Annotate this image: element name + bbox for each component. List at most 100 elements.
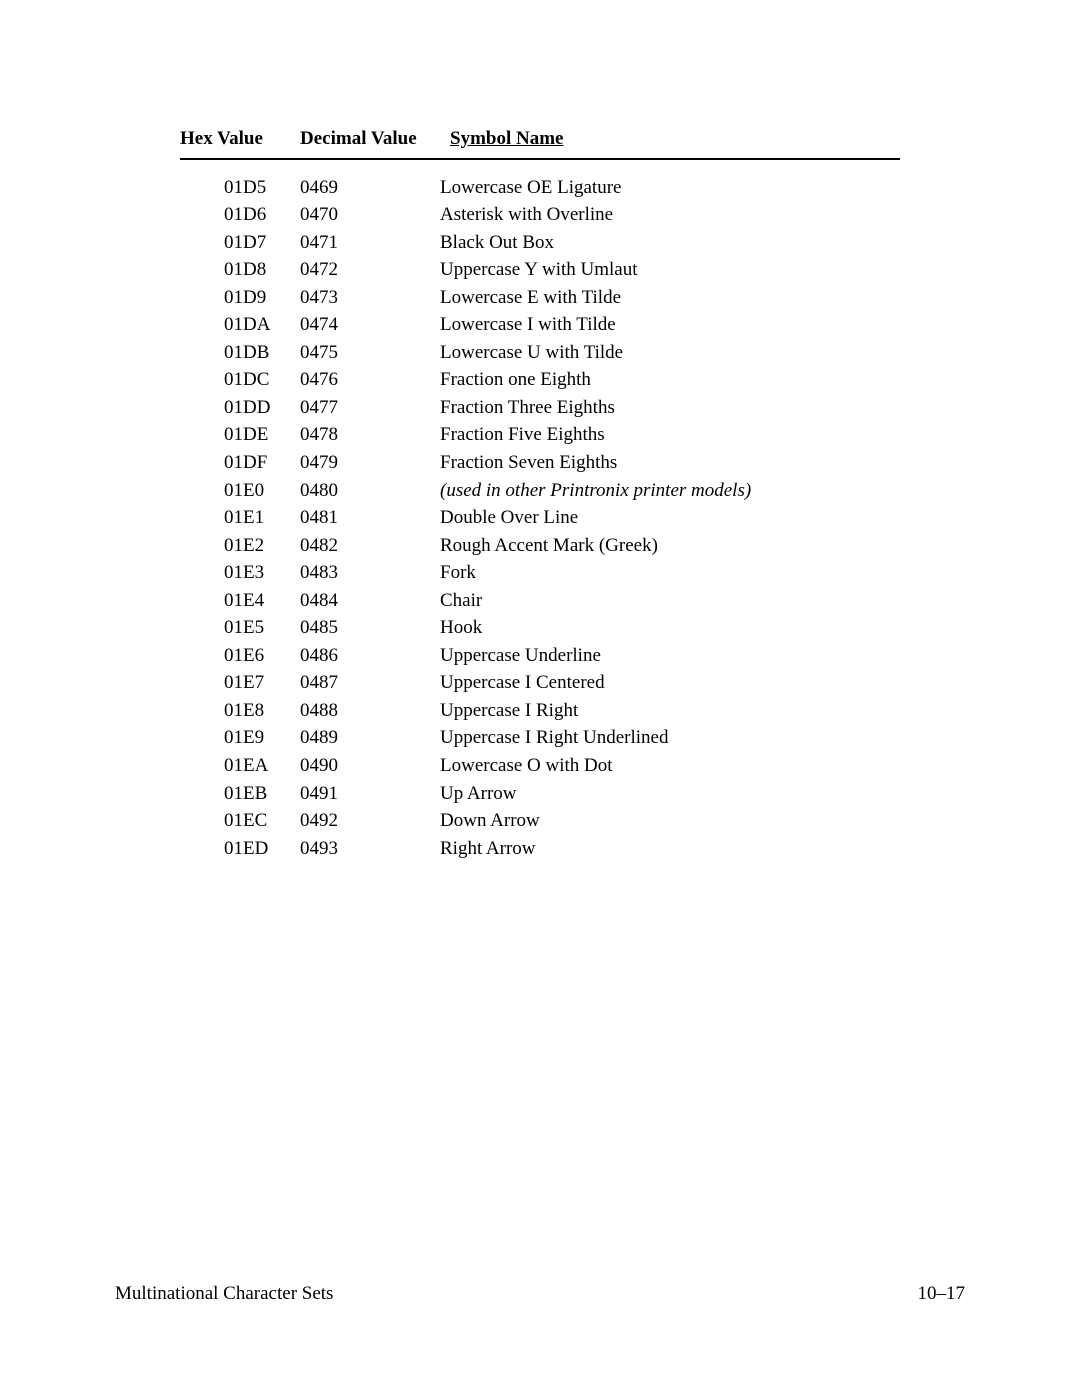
cell-hex-value: 01E1	[180, 504, 300, 532]
cell-symbol-name: Black Out Box	[435, 229, 900, 257]
cell-decimal-value: 0473	[300, 284, 435, 312]
table-row: 01EB0491Up Arrow	[180, 780, 900, 808]
cell-symbol-name: Fraction Three Eighths	[435, 394, 900, 422]
cell-hex-value: 01E4	[180, 587, 300, 615]
cell-decimal-value: 0492	[300, 807, 435, 835]
cell-decimal-value: 0481	[300, 504, 435, 532]
cell-symbol-name: Lowercase I with Tilde	[435, 311, 900, 339]
page-footer: Multinational Character Sets 10–17	[115, 1283, 965, 1305]
cell-symbol-name: Asterisk with Overline	[435, 201, 900, 229]
table-row: 01DE0478Fraction Five Eighths	[180, 421, 900, 449]
cell-decimal-value: 0488	[300, 697, 435, 725]
cell-symbol-name: Lowercase E with Tilde	[435, 284, 900, 312]
cell-symbol-name: Rough Accent Mark (Greek)	[435, 532, 900, 560]
table-row: 01DD0477Fraction Three Eighths	[180, 394, 900, 422]
table-row: 01E00480(used in other Printronix printe…	[180, 477, 900, 505]
cell-decimal-value: 0471	[300, 229, 435, 257]
cell-hex-value: 01E7	[180, 669, 300, 697]
cell-symbol-name: Double Over Line	[435, 504, 900, 532]
cell-hex-value: 01E6	[180, 642, 300, 670]
cell-hex-value: 01DA	[180, 311, 300, 339]
table-row: 01E80488Uppercase I Right	[180, 697, 900, 725]
cell-hex-value: 01EC	[180, 807, 300, 835]
cell-hex-value: 01EA	[180, 752, 300, 780]
table-row: 01D80472Uppercase Y with Umlaut	[180, 256, 900, 284]
character-table: Hex Value Decimal Value Symbol Name 01D5…	[180, 125, 900, 862]
table-row: 01DF0479Fraction Seven Eighths	[180, 449, 900, 477]
cell-hex-value: 01DC	[180, 366, 300, 394]
cell-symbol-name: Uppercase I Right	[435, 697, 900, 725]
cell-decimal-value: 0491	[300, 780, 435, 808]
table-row: 01DC0476Fraction one Eighth	[180, 366, 900, 394]
cell-decimal-value: 0470	[300, 201, 435, 229]
cell-decimal-value: 0478	[300, 421, 435, 449]
cell-hex-value: 01D7	[180, 229, 300, 257]
table-row: 01E60486Uppercase Underline	[180, 642, 900, 670]
table-row: 01D60470Asterisk with Overline	[180, 201, 900, 229]
table-header-row: Hex Value Decimal Value Symbol Name	[180, 125, 900, 160]
table-row: 01E70487Uppercase I Centered	[180, 669, 900, 697]
cell-symbol-name: Fraction one Eighth	[435, 366, 900, 394]
table-row: 01E50485Hook	[180, 614, 900, 642]
cell-hex-value: 01DB	[180, 339, 300, 367]
cell-symbol-name: Uppercase I Centered	[435, 669, 900, 697]
cell-symbol-name: Up Arrow	[435, 780, 900, 808]
table-body: 01D50469Lowercase OE Ligature01D60470Ast…	[180, 174, 900, 863]
table-row: 01EA0490Lowercase O with Dot	[180, 752, 900, 780]
table-row: 01DB0475Lowercase U with Tilde	[180, 339, 900, 367]
cell-decimal-value: 0493	[300, 835, 435, 863]
table-row: 01E10481Double Over Line	[180, 504, 900, 532]
cell-hex-value: 01D5	[180, 174, 300, 202]
table-row: 01ED0493Right Arrow	[180, 835, 900, 863]
cell-symbol-name: (used in other Printronix printer models…	[435, 477, 900, 505]
cell-hex-value: 01E8	[180, 697, 300, 725]
cell-hex-value: 01E0	[180, 477, 300, 505]
cell-hex-value: 01DD	[180, 394, 300, 422]
cell-symbol-name: Down Arrow	[435, 807, 900, 835]
cell-decimal-value: 0483	[300, 559, 435, 587]
cell-decimal-value: 0487	[300, 669, 435, 697]
table-row: 01E40484Chair	[180, 587, 900, 615]
table-row: 01D50469Lowercase OE Ligature	[180, 174, 900, 202]
cell-decimal-value: 0479	[300, 449, 435, 477]
footer-section-title: Multinational Character Sets	[115, 1283, 333, 1305]
table-row: 01D70471Black Out Box	[180, 229, 900, 257]
cell-symbol-name: Hook	[435, 614, 900, 642]
cell-hex-value: 01D6	[180, 201, 300, 229]
cell-symbol-name: Lowercase OE Ligature	[435, 174, 900, 202]
cell-hex-value: 01ED	[180, 835, 300, 863]
cell-decimal-value: 0490	[300, 752, 435, 780]
cell-hex-value: 01E2	[180, 532, 300, 560]
cell-symbol-name: Uppercase Y with Umlaut	[435, 256, 900, 284]
cell-symbol-name: Chair	[435, 587, 900, 615]
cell-decimal-value: 0486	[300, 642, 435, 670]
cell-decimal-value: 0489	[300, 724, 435, 752]
cell-hex-value: 01E3	[180, 559, 300, 587]
cell-symbol-name: Lowercase O with Dot	[435, 752, 900, 780]
cell-decimal-value: 0477	[300, 394, 435, 422]
cell-symbol-name: Right Arrow	[435, 835, 900, 863]
cell-decimal-value: 0469	[300, 174, 435, 202]
table-row: 01E20482Rough Accent Mark (Greek)	[180, 532, 900, 560]
table-row: 01E30483Fork	[180, 559, 900, 587]
table-row: 01EC0492Down Arrow	[180, 807, 900, 835]
table-row: 01E90489Uppercase I Right Underlined	[180, 724, 900, 752]
cell-hex-value: 01E5	[180, 614, 300, 642]
header-decimal-value: Decimal Value	[300, 125, 450, 153]
cell-decimal-value: 0472	[300, 256, 435, 284]
cell-symbol-name: Uppercase I Right Underlined	[435, 724, 900, 752]
cell-decimal-value: 0485	[300, 614, 435, 642]
cell-hex-value: 01D8	[180, 256, 300, 284]
cell-decimal-value: 0480	[300, 477, 435, 505]
header-hex-value: Hex Value	[180, 125, 300, 153]
cell-decimal-value: 0482	[300, 532, 435, 560]
cell-decimal-value: 0484	[300, 587, 435, 615]
cell-decimal-value: 0476	[300, 366, 435, 394]
cell-hex-value: 01DE	[180, 421, 300, 449]
cell-symbol-name: Fraction Five Eighths	[435, 421, 900, 449]
cell-hex-value: 01E9	[180, 724, 300, 752]
cell-symbol-name: Fork	[435, 559, 900, 587]
header-symbol-name: Symbol Name	[450, 125, 900, 153]
table-row: 01DA0474Lowercase I with Tilde	[180, 311, 900, 339]
table-row: 01D90473Lowercase E with Tilde	[180, 284, 900, 312]
